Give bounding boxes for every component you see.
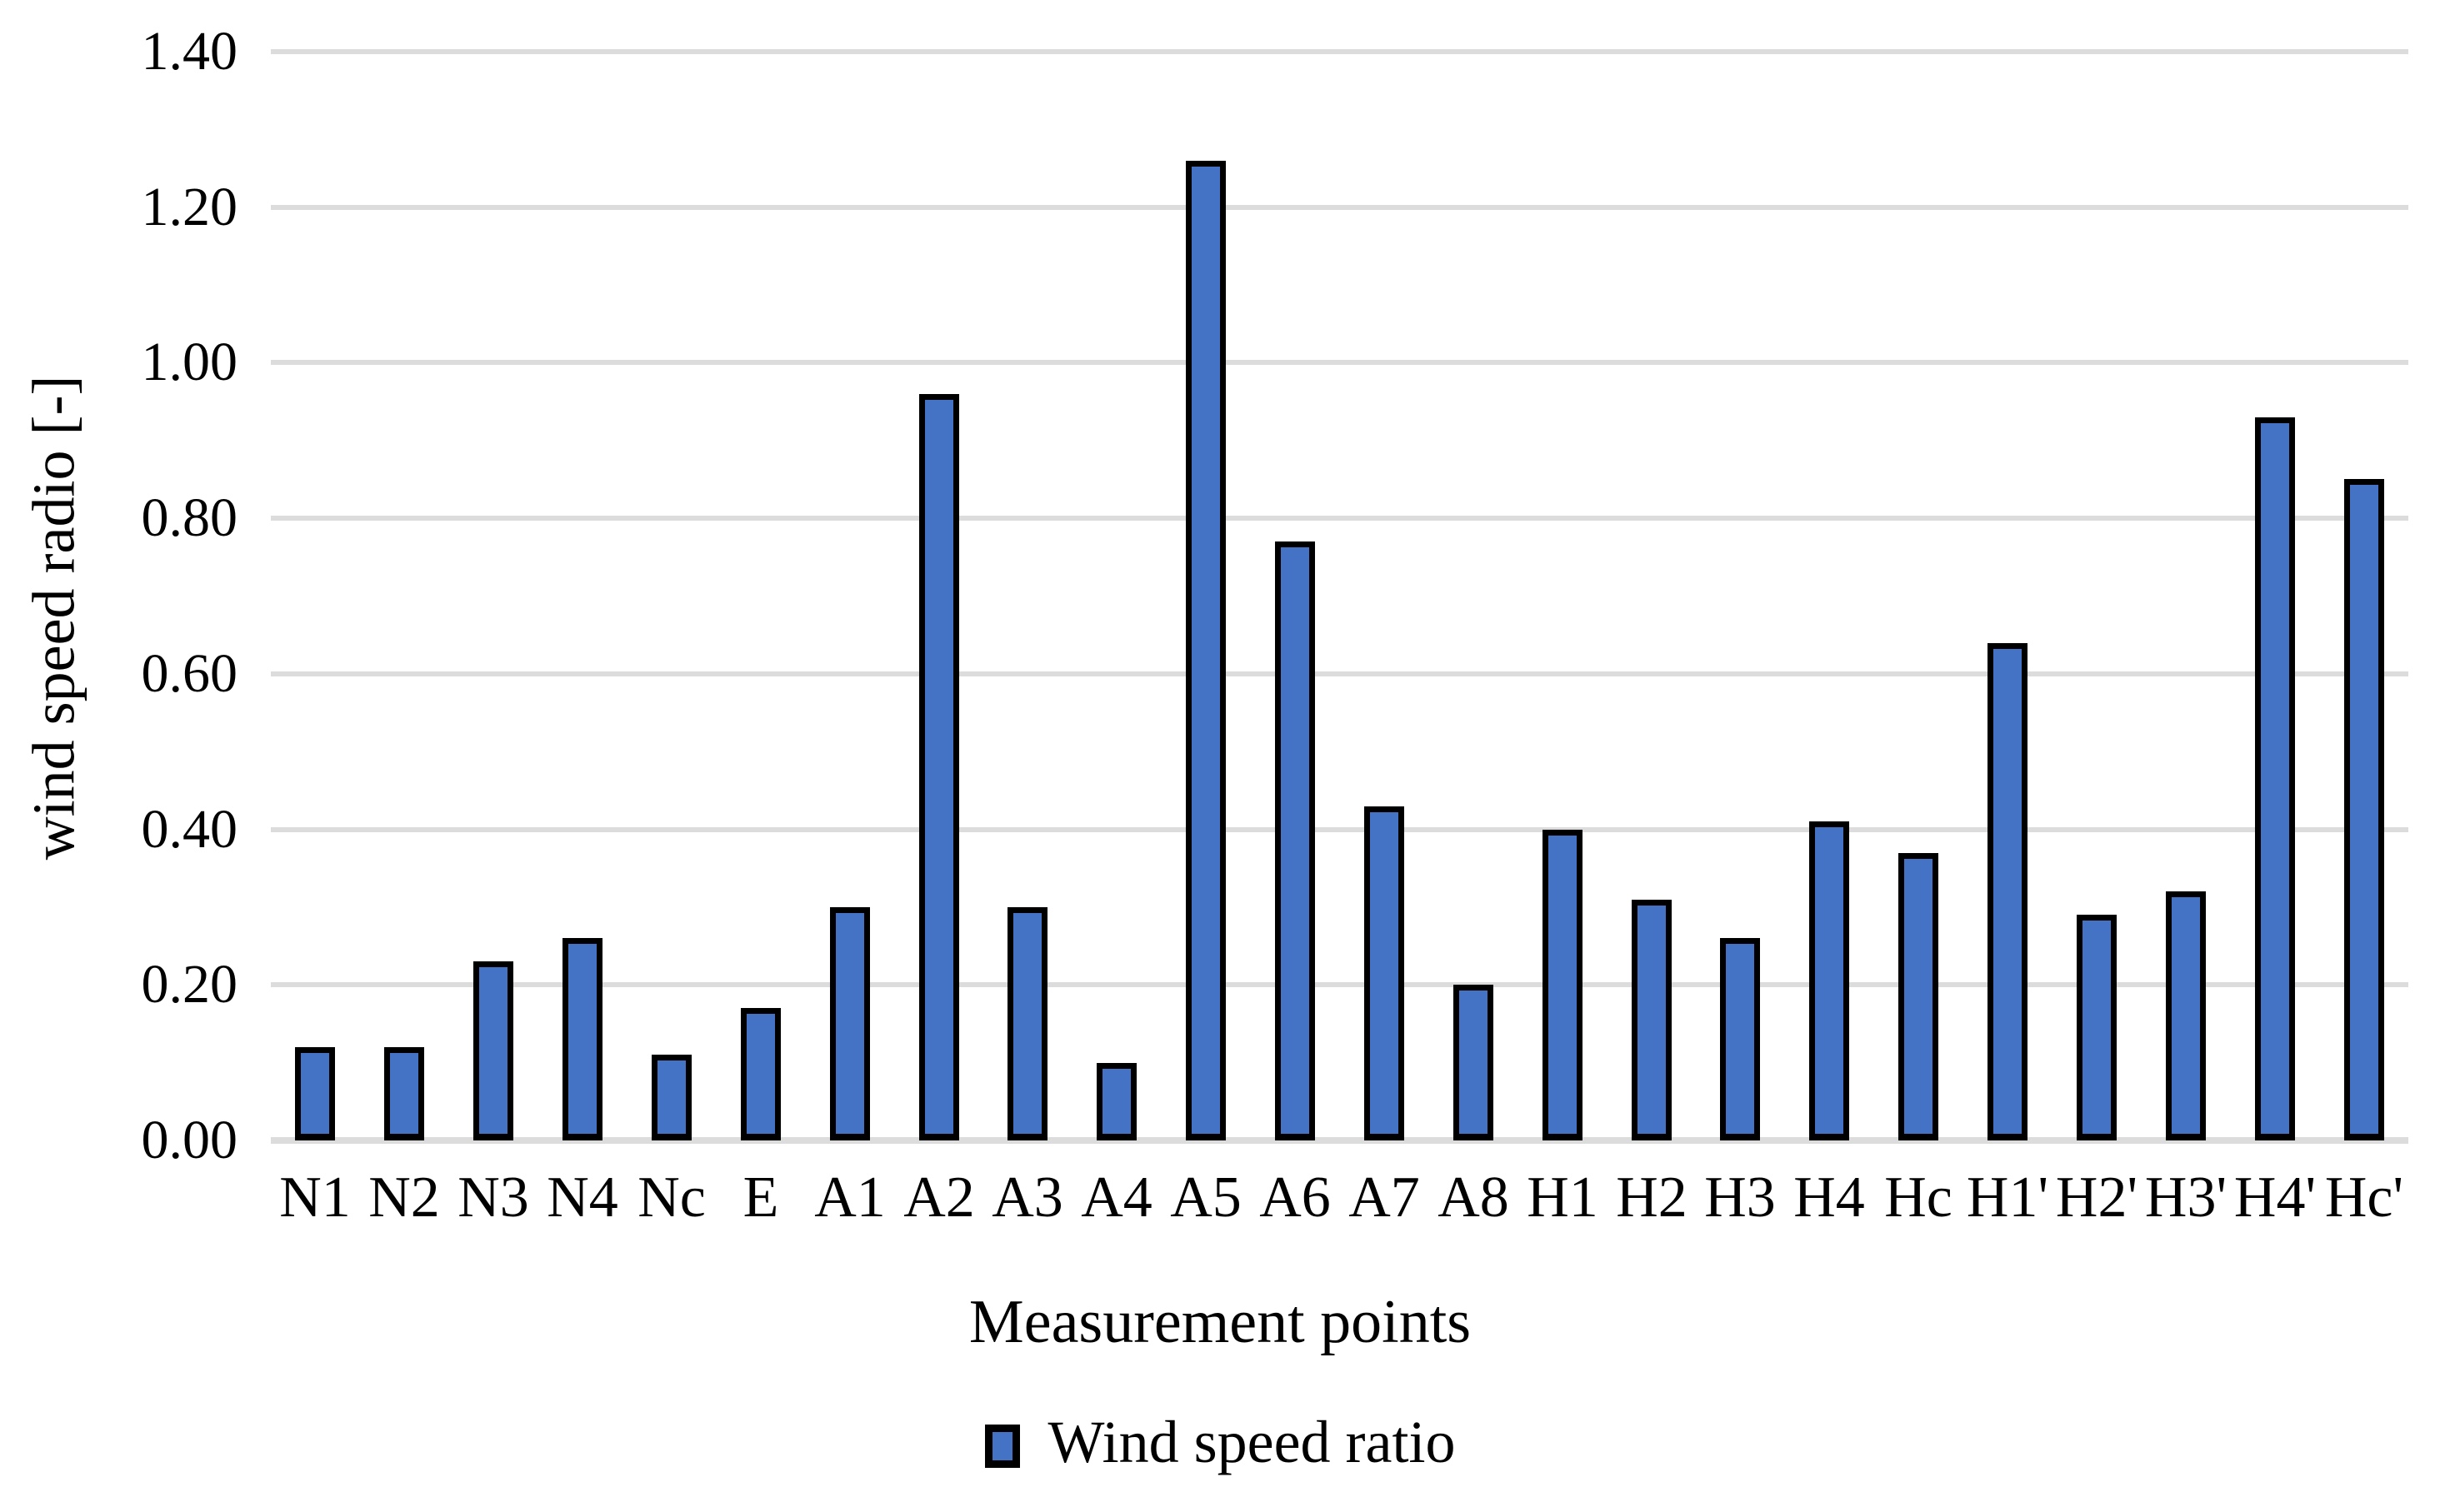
legend-label: Wind speed ratio: [1048, 1409, 1456, 1475]
y-tick-label: 0.60: [141, 642, 238, 704]
bar-H2-prime: [2077, 915, 2117, 1140]
bar-H2: [1632, 900, 1672, 1140]
bar-A4: [1097, 1063, 1137, 1140]
bar-A5: [1186, 161, 1226, 1140]
x-tick-label: H1: [1527, 1165, 1598, 1230]
bar-H4: [1809, 821, 1849, 1140]
x-tick-label: H4: [1793, 1165, 1865, 1230]
bar-N3: [473, 961, 513, 1140]
bar-A2: [919, 394, 959, 1140]
gridline: [271, 49, 2408, 54]
x-tick-label: A3: [992, 1165, 1063, 1230]
x-tick-label: Hc: [1884, 1165, 1952, 1230]
bar-H3-prime: [2166, 891, 2206, 1140]
x-axis-baseline: [271, 1137, 2408, 1144]
bar-H1: [1542, 830, 1582, 1140]
y-tick-label: 1.40: [141, 21, 238, 82]
bar-N1: [295, 1047, 335, 1140]
legend-swatch-icon: [984, 1425, 1020, 1468]
x-tick-label: H3: [1704, 1165, 1776, 1230]
bar-Hc-prime: [2344, 479, 2384, 1140]
gridline: [271, 826, 2408, 832]
bar-Hc: [1898, 853, 1938, 1140]
y-tick-label: 0.00: [141, 1110, 238, 1170]
x-tick-label: H4': [2233, 1165, 2317, 1230]
x-tick-label: E: [742, 1165, 779, 1230]
y-tick-label: 0.20: [141, 954, 238, 1015]
x-tick-label: N1: [279, 1165, 351, 1230]
legend: Wind speed ratio: [0, 1412, 2440, 1480]
bar-H4-prime: [2255, 417, 2295, 1140]
bar-A8: [1453, 985, 1493, 1140]
gridline: [271, 204, 2408, 210]
y-tick-label: 0.40: [141, 798, 238, 860]
x-axis-title: Measurement points: [968, 1288, 1472, 1356]
x-tick-label: N3: [458, 1165, 529, 1230]
x-tick-label: N2: [368, 1165, 440, 1230]
x-tick-label: A4: [1081, 1165, 1152, 1230]
y-tick-label: 0.80: [141, 487, 238, 549]
bar-A6: [1275, 541, 1315, 1140]
plot-area: [271, 49, 2408, 1144]
x-tick-label: H1': [1966, 1165, 2049, 1230]
gridline: [271, 671, 2408, 676]
x-tick-label: A2: [903, 1165, 975, 1230]
y-tick-label: 1.20: [141, 176, 238, 237]
gridline: [271, 516, 2408, 521]
gridline: [271, 360, 2408, 366]
x-tick-label: Hc': [2324, 1165, 2404, 1230]
y-tick-label: 1.00: [141, 332, 238, 393]
x-tick-label: A5: [1170, 1165, 1242, 1230]
bar-H3: [1720, 938, 1760, 1140]
x-tick-label: A7: [1348, 1165, 1420, 1230]
x-tick-label: N4: [547, 1165, 618, 1230]
x-tick-label: Nc: [638, 1165, 706, 1230]
bar-E: [741, 1008, 781, 1140]
bar-A3: [1008, 907, 1048, 1140]
x-tick-label: A6: [1259, 1165, 1331, 1230]
x-tick-label: H2: [1616, 1165, 1688, 1230]
bar-Nc: [652, 1055, 692, 1140]
gridline: [271, 982, 2408, 988]
x-tick-label: A1: [814, 1165, 886, 1230]
bar-A1: [830, 907, 870, 1140]
bar-H1-prime: [1988, 643, 2028, 1140]
bar-A7: [1364, 806, 1404, 1140]
x-tick-label: H3': [2144, 1165, 2228, 1230]
x-tick-label: H2': [2055, 1165, 2138, 1230]
x-tick-label: A8: [1438, 1165, 1509, 1230]
bar-N4: [562, 938, 602, 1140]
bar-N2: [384, 1047, 424, 1140]
